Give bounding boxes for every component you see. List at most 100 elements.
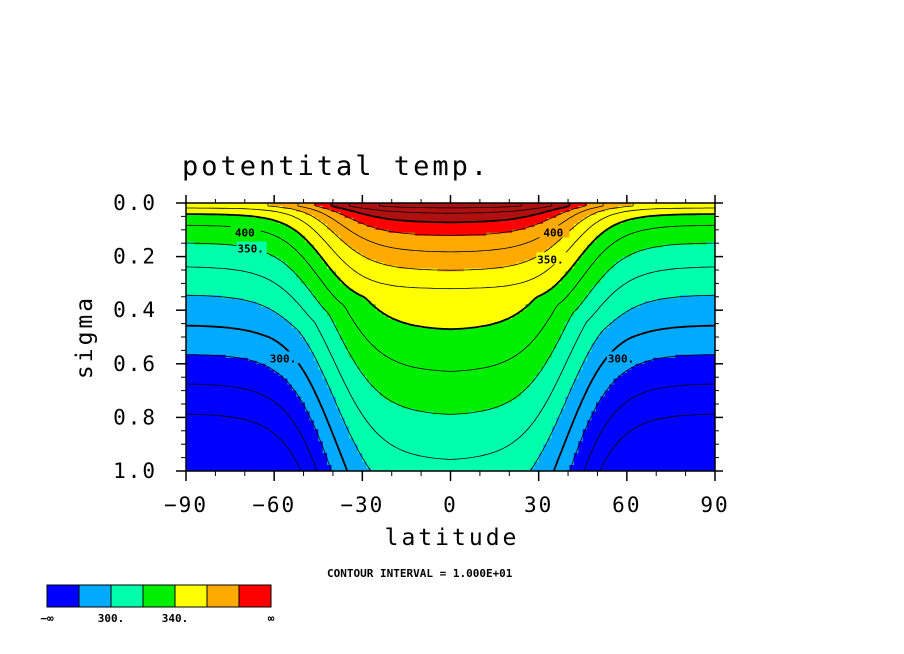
contour-fill-cell xyxy=(313,357,355,362)
contour-fill-cell xyxy=(573,384,610,389)
contour-fill-cell xyxy=(318,253,363,258)
contour-fill-cell xyxy=(186,339,306,344)
contour-fill-cell xyxy=(534,298,584,302)
contour-fill-cell xyxy=(282,205,324,210)
contour-fill-cell xyxy=(305,238,341,243)
contour-fill-cell xyxy=(534,465,571,469)
contour-fill-cell xyxy=(538,456,575,460)
contour-fill-cell xyxy=(595,337,715,341)
contour-fill-cell xyxy=(327,378,368,383)
contour-fill-cell xyxy=(587,295,681,299)
contour-fill-cell xyxy=(569,390,606,395)
colorbar-swatch xyxy=(174,584,208,608)
contour-fill-cell xyxy=(379,393,522,398)
contour-fill-cell xyxy=(353,441,549,445)
contour-label-bg xyxy=(268,351,299,364)
contour-fill-cell xyxy=(366,378,535,383)
contour-fill-cell xyxy=(186,402,306,407)
contour-fill-cell xyxy=(186,444,324,448)
contour-fill-cell xyxy=(362,253,540,258)
contour-fill-cell xyxy=(556,345,593,350)
contour-label: 300. xyxy=(608,352,635,365)
contour-fill-cell xyxy=(582,432,715,436)
contour-fill-cell xyxy=(622,313,715,317)
contour-fill-cell xyxy=(186,259,284,264)
contour-fill-cell xyxy=(186,345,311,350)
contour-fill-cell xyxy=(287,319,333,323)
contour-fill-cell xyxy=(578,441,715,445)
contour-fill-cell xyxy=(186,384,293,389)
contour-fill-cell xyxy=(565,399,601,404)
contour-fill-cell xyxy=(362,456,540,460)
contour-fill-cell xyxy=(357,447,544,451)
contour-fill-cell xyxy=(269,217,319,222)
contour-fill-cell xyxy=(595,339,715,344)
contour-fill-cell xyxy=(538,295,588,299)
colorbar-label: 300. xyxy=(98,612,125,625)
contour-fill-cell xyxy=(186,453,328,457)
contour-fill-cell xyxy=(269,366,319,371)
contour-fill-cell xyxy=(186,322,293,326)
contour-fill-cell xyxy=(344,339,557,344)
contour-fill-cell xyxy=(578,369,628,374)
contour-fill-cell xyxy=(313,244,350,249)
contour-fill-cell xyxy=(582,435,715,439)
contour-fill-cell xyxy=(186,408,306,413)
contour-fill-cell xyxy=(300,334,341,338)
contour-fill-cell xyxy=(613,262,715,267)
contour-fill-cell xyxy=(613,265,715,270)
contour-fill-cell xyxy=(591,289,715,293)
contour-fill-cell xyxy=(556,342,593,347)
contour-fill-cell xyxy=(344,241,557,246)
contour-fill-cell xyxy=(287,223,328,228)
y-tick-label: 0.6 xyxy=(113,352,157,376)
contour-fill-cell xyxy=(296,208,333,213)
contour-fill-cell xyxy=(291,226,328,231)
x-tick-label: −60 xyxy=(252,493,296,517)
contour-label-bg xyxy=(230,225,261,238)
contour-fill-cell xyxy=(322,304,377,308)
contour-fill-cell xyxy=(349,426,553,430)
contour-fill-cell xyxy=(357,366,544,371)
contour-fill-cell xyxy=(313,351,350,356)
contour-fill-cell xyxy=(362,372,540,377)
contour-fill-cell xyxy=(543,292,588,296)
contour-fill-cell xyxy=(525,307,579,311)
contour-fill-cell xyxy=(679,295,715,299)
contour-fill-cell xyxy=(468,411,562,416)
contour-fill-cell xyxy=(565,328,606,332)
contour-fill-cell xyxy=(538,211,562,216)
contour-fill-cell xyxy=(600,396,715,401)
contour-fill-cell xyxy=(331,393,381,398)
contour-fill-cell xyxy=(186,283,306,287)
contour-fill-cell xyxy=(565,205,579,210)
contour-fill-cell xyxy=(529,381,575,386)
contour-fill-cell xyxy=(318,366,359,371)
contour-fill-cell xyxy=(322,205,337,210)
contour-fill-cell xyxy=(349,208,553,213)
contour-fill-cell xyxy=(366,298,535,302)
contour-fill-cell xyxy=(587,247,646,252)
contour-fill-cell xyxy=(512,399,566,404)
contour-fill-cell xyxy=(560,211,597,216)
contour-fill-cell xyxy=(481,325,566,329)
contour-fill-cell xyxy=(344,420,557,424)
contour-fill-cell xyxy=(644,301,715,305)
contour-fill-cell xyxy=(186,426,315,430)
contour-fill-cell xyxy=(291,325,337,329)
contour-fill-cell xyxy=(357,450,544,454)
contour-fill-cell xyxy=(340,211,363,216)
contour-fill-cell xyxy=(313,420,346,424)
contour-fill-cell xyxy=(609,226,715,231)
colorbar-swatch xyxy=(238,584,272,608)
contour-fill-cell xyxy=(371,384,531,389)
contour-fill-cell xyxy=(186,429,319,433)
contour-fill-cell xyxy=(618,205,715,210)
contour-fill-cell xyxy=(375,307,527,311)
x-tick-label: 90 xyxy=(700,493,729,517)
contour-fill-cell xyxy=(498,405,566,410)
contour-fill-cell xyxy=(186,247,258,252)
contour-fill-cell xyxy=(291,322,337,326)
contour-fill-cell xyxy=(349,435,553,439)
contour-fill-cell xyxy=(587,423,715,427)
